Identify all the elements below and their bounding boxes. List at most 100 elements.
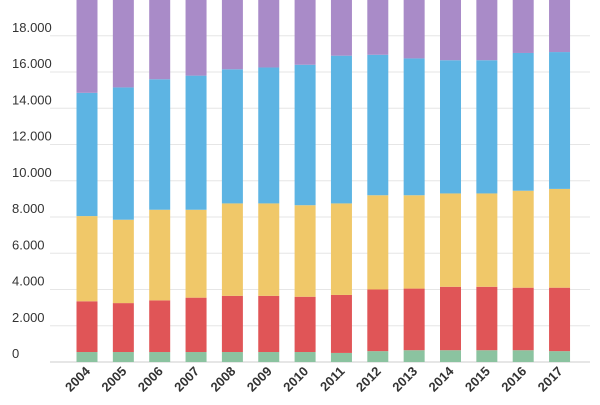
bar-stack-2009 xyxy=(258,0,280,362)
bar-segment xyxy=(112,303,134,353)
bar-stack-2008 xyxy=(221,0,243,362)
y-tick-label: 12.000 xyxy=(12,129,52,144)
y-tick-label: 14.000 xyxy=(12,92,52,107)
bar-segment xyxy=(476,0,498,61)
x-tick-label: 2009 xyxy=(244,364,275,395)
bar-segment xyxy=(512,350,534,362)
bar-segment xyxy=(76,216,98,302)
bar-segment xyxy=(367,195,389,290)
bar-stack-2011 xyxy=(330,0,352,362)
grid-layer xyxy=(50,35,590,363)
bar-segment xyxy=(258,67,280,204)
x-tick-label: 2017 xyxy=(535,364,566,395)
bar-segment xyxy=(185,75,207,210)
bar-segment xyxy=(294,352,316,362)
bar-stack-2015 xyxy=(476,0,498,362)
bar-segment xyxy=(512,190,534,288)
bar-segment xyxy=(294,296,316,353)
bar-segment xyxy=(185,297,207,353)
bar-segment xyxy=(330,0,352,56)
bar-segment xyxy=(258,0,280,68)
x-tick-label: 2004 xyxy=(62,363,94,395)
bar-stack-2013 xyxy=(403,0,425,362)
bar-segment xyxy=(367,289,389,352)
bar-stack-2007 xyxy=(185,0,207,362)
bar-segment xyxy=(112,219,134,304)
bar-stack-2014 xyxy=(440,0,461,362)
x-tick-label: 2005 xyxy=(98,364,129,395)
bar-segment xyxy=(258,352,280,362)
bar-segment xyxy=(549,351,571,363)
y-tick-label: 0 xyxy=(12,346,19,361)
bar-segment xyxy=(549,0,571,53)
bar-segment xyxy=(221,352,243,362)
bar-segment xyxy=(549,52,571,189)
bar-segment xyxy=(294,64,316,206)
bar-segment xyxy=(221,203,243,296)
x-tick-label: 2011 xyxy=(317,364,348,395)
bar-stack-2010 xyxy=(294,0,316,362)
x-tick-label: 2010 xyxy=(280,364,311,395)
bar-stack-2016 xyxy=(512,0,534,362)
bar-segment xyxy=(440,193,461,287)
x-tick-label: 2013 xyxy=(389,364,420,395)
bar-segment xyxy=(258,295,280,353)
bar-segment xyxy=(76,301,98,353)
bar-segment xyxy=(76,352,98,362)
bar-segment xyxy=(367,0,389,55)
bar-segment xyxy=(440,350,461,362)
bar-segment xyxy=(112,87,134,220)
y-tick-label: 8.000 xyxy=(12,201,45,216)
bar-segment xyxy=(476,350,498,362)
x-tick-label: 2008 xyxy=(207,364,238,395)
bar-segment xyxy=(112,352,134,362)
bar-segment xyxy=(476,60,498,194)
bar-segment xyxy=(549,188,571,288)
bar-segment xyxy=(294,205,316,297)
x-tick-label: 2007 xyxy=(171,364,202,395)
bar-segment xyxy=(440,286,461,351)
y-tick-label: 16.000 xyxy=(12,56,52,71)
bar-segment xyxy=(440,0,461,61)
bar-segment xyxy=(512,287,534,351)
bar-segment xyxy=(185,0,207,76)
bar-segment xyxy=(221,69,243,204)
bar-segment xyxy=(403,195,425,289)
x-tick-label: 2016 xyxy=(498,364,529,395)
bar-segment xyxy=(149,79,171,210)
bar-segment xyxy=(76,0,98,93)
bar-segment xyxy=(185,209,207,298)
bar-segment xyxy=(149,209,171,301)
y-tick-label: 2.000 xyxy=(12,310,45,325)
bar-segment xyxy=(476,286,498,351)
bar-segment xyxy=(330,352,352,362)
bar-segment xyxy=(221,295,243,353)
x-tick-label: 2012 xyxy=(353,364,384,395)
bar-segment xyxy=(258,203,280,296)
bar-segment xyxy=(221,0,243,70)
bar-segment xyxy=(367,54,389,196)
x-tick-label: 2014 xyxy=(426,363,458,395)
bar-segment xyxy=(512,0,534,53)
y-tick-label: 10.000 xyxy=(12,165,52,180)
bar-stack-2005 xyxy=(112,0,134,362)
bar-segment xyxy=(512,52,534,191)
bars-layer xyxy=(76,0,571,363)
bar-segment xyxy=(476,193,498,287)
bar-segment xyxy=(330,294,352,353)
bar-segment xyxy=(149,300,171,353)
bar-segment xyxy=(330,55,352,204)
x-axis: 2004 2005 2006 2007 2008 2009 2010 2011 2012 2013… xyxy=(62,363,566,395)
bar-segment xyxy=(330,203,352,295)
y-axis: 0 2.000 4.000 6.000 8.000 10.000 12.000 14.000 1… xyxy=(12,20,52,361)
bar-segment xyxy=(549,287,571,352)
bar-segment xyxy=(403,288,425,351)
x-tick-label: 2006 xyxy=(135,364,166,395)
bar-stack-2017 xyxy=(549,0,571,363)
bar-segment xyxy=(149,352,171,362)
bar-segment xyxy=(403,0,425,59)
bar-stack-2012 xyxy=(367,0,389,363)
x-tick-label: 2015 xyxy=(462,364,493,395)
